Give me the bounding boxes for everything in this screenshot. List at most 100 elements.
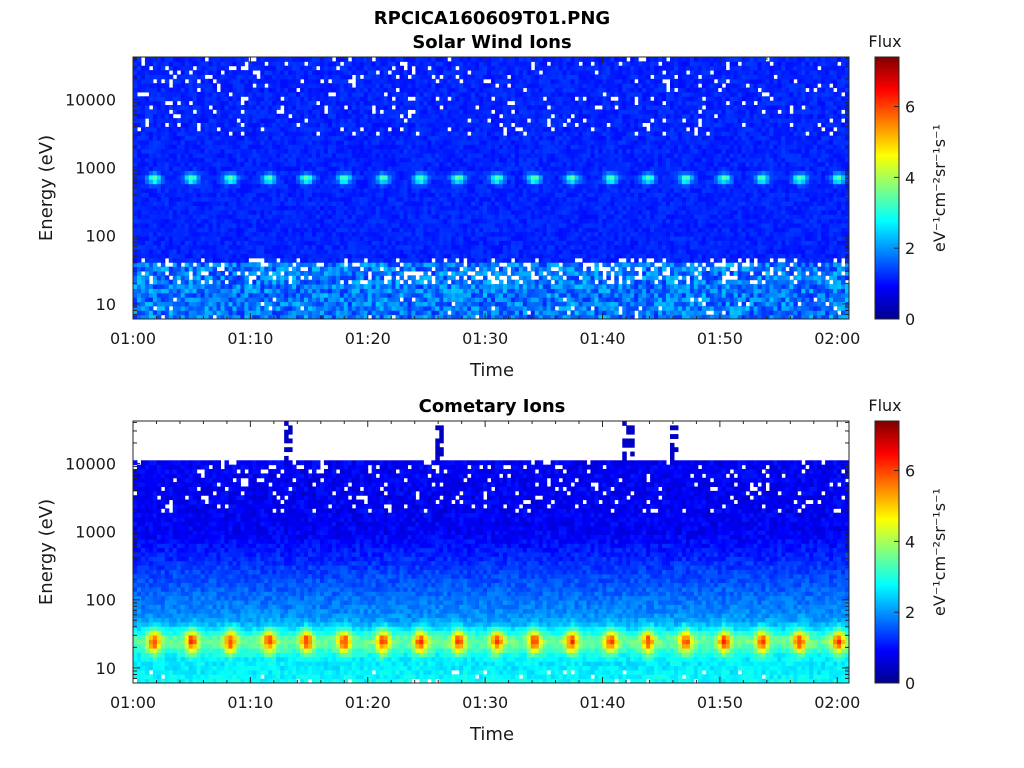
heatmap-cell bbox=[212, 301, 218, 307]
heatmap-cell bbox=[447, 179, 452, 185]
heatmap-cell bbox=[176, 284, 182, 289]
heatmap-cell bbox=[315, 118, 321, 123]
heatmap-cell bbox=[144, 257, 150, 263]
heatmap-cell bbox=[232, 292, 237, 298]
heatmap-cell bbox=[168, 201, 174, 206]
heatmap-cell bbox=[208, 257, 214, 263]
heatmap-cell bbox=[351, 275, 357, 281]
heatmap-cell bbox=[292, 266, 297, 272]
heatmap-cell bbox=[319, 122, 325, 128]
heatmap-cell bbox=[351, 135, 357, 141]
heatmap-cell bbox=[244, 310, 249, 316]
heatmap-cell bbox=[304, 218, 309, 224]
heatmap-cell bbox=[443, 314, 448, 319]
heatmap-cell bbox=[363, 144, 369, 150]
heatmap-cell bbox=[268, 166, 273, 172]
heatmap-cell bbox=[232, 157, 237, 163]
heatmap-cell bbox=[296, 170, 301, 176]
heatmap-cell bbox=[419, 275, 424, 281]
heatmap-cell bbox=[363, 266, 369, 272]
heatmap-cell bbox=[347, 100, 353, 106]
heatmap-cell bbox=[212, 201, 218, 206]
heatmap-cell bbox=[156, 83, 162, 89]
heatmap-cell bbox=[144, 157, 150, 163]
heatmap-cell bbox=[228, 249, 233, 254]
heatmap-cell bbox=[252, 161, 257, 167]
heatmap-cell bbox=[148, 148, 154, 154]
heatmap-cell bbox=[359, 297, 365, 303]
heatmap-cell bbox=[395, 174, 401, 180]
heatmap-cell bbox=[184, 70, 190, 75]
heatmap-cell bbox=[284, 144, 289, 150]
heatmap-cell bbox=[296, 153, 301, 158]
heatmap-cell bbox=[172, 292, 178, 298]
heatmap-cell bbox=[304, 109, 309, 115]
heatmap-cell bbox=[371, 284, 377, 289]
heatmap-cell bbox=[475, 61, 480, 67]
heatmap-cell bbox=[304, 157, 309, 163]
heatmap-cell bbox=[133, 122, 138, 128]
heatmap-cell bbox=[363, 161, 369, 167]
heatmap-cell bbox=[252, 109, 257, 115]
heatmap-cell bbox=[375, 126, 381, 132]
heatmap-cell bbox=[375, 288, 381, 294]
heatmap-cell bbox=[467, 109, 472, 115]
heatmap-cell bbox=[427, 196, 432, 202]
heatmap-cell bbox=[312, 222, 317, 228]
heatmap-cell bbox=[280, 139, 285, 145]
heatmap-cell bbox=[323, 118, 329, 123]
heatmap-cell bbox=[411, 91, 416, 97]
heatmap-cell bbox=[200, 201, 206, 206]
heatmap-cell bbox=[447, 100, 452, 106]
heatmap-cell bbox=[256, 244, 261, 250]
heatmap-cell bbox=[467, 262, 472, 268]
heatmap-cell bbox=[467, 196, 472, 202]
heatmap-cell bbox=[136, 118, 142, 123]
heatmap-cell bbox=[463, 205, 468, 211]
heatmap-cell bbox=[268, 310, 273, 316]
heatmap-cell bbox=[371, 201, 377, 206]
heatmap-cell bbox=[300, 301, 305, 307]
heatmap-cell bbox=[164, 310, 170, 316]
heatmap-cell bbox=[284, 83, 289, 89]
heatmap-cell bbox=[463, 214, 468, 220]
heatmap-cell bbox=[176, 231, 182, 237]
heatmap-cell bbox=[363, 135, 369, 141]
heatmap-cell bbox=[331, 284, 337, 289]
heatmap-cell bbox=[276, 57, 281, 62]
heatmap-cell bbox=[292, 222, 297, 228]
heatmap-cell bbox=[208, 83, 214, 89]
heatmap-cell bbox=[339, 118, 345, 123]
heatmap-cell bbox=[447, 236, 452, 241]
heatmap-cell bbox=[140, 78, 146, 84]
heatmap-cell bbox=[224, 214, 229, 220]
heatmap-cell bbox=[391, 192, 397, 198]
heatmap-cell bbox=[160, 87, 166, 93]
heatmap-cell bbox=[280, 196, 285, 202]
heatmap-cell bbox=[180, 297, 186, 303]
heatmap-cell bbox=[248, 297, 253, 303]
heatmap-cell bbox=[387, 83, 393, 89]
heatmap-cell bbox=[399, 240, 404, 246]
heatmap-cell bbox=[447, 105, 452, 110]
heatmap-cell bbox=[312, 218, 317, 224]
panel-solar-wind-ions: Solar Wind Ions 01:00 01:10 01:20 01:30 01:4… bbox=[36, 32, 949, 381]
heatmap-cell bbox=[164, 266, 170, 272]
heatmap-cell bbox=[467, 105, 472, 110]
heatmap-cell bbox=[355, 183, 361, 189]
heatmap-cell bbox=[439, 153, 444, 158]
heatmap-cell bbox=[216, 166, 222, 172]
heatmap-cell bbox=[276, 231, 281, 237]
heatmap-cell bbox=[300, 214, 305, 220]
heatmap-cell bbox=[268, 135, 273, 141]
heatmap-cell bbox=[455, 201, 460, 206]
heatmap-cell bbox=[148, 57, 154, 62]
heatmap-cell bbox=[300, 231, 305, 237]
heatmap-cell bbox=[363, 218, 369, 224]
heatmap-cell bbox=[188, 78, 194, 84]
heatmap-cell bbox=[164, 153, 170, 158]
heatmap-cell bbox=[315, 214, 321, 220]
heatmap-cell bbox=[327, 139, 333, 145]
heatmap-cell bbox=[447, 244, 452, 250]
heatmap-cell bbox=[371, 174, 377, 180]
